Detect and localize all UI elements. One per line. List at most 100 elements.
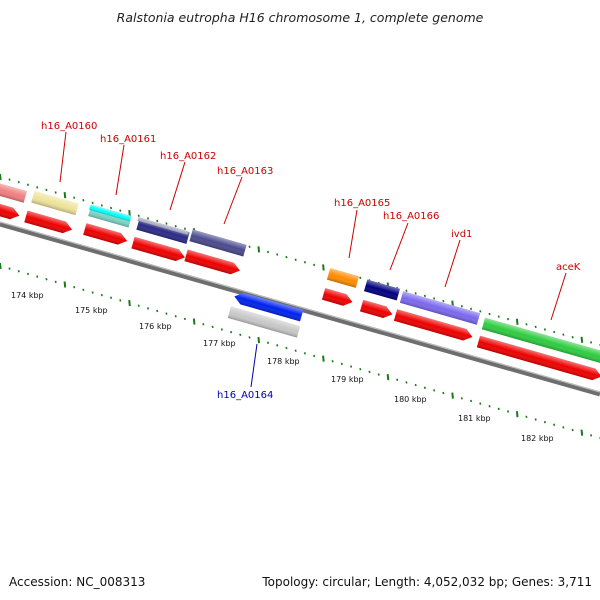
lower-tick: [571, 428, 574, 432]
gene-label-h16-a0164: h16_A0164: [217, 390, 273, 401]
upper-tick: [414, 292, 417, 295]
upper-tick: [276, 253, 279, 256]
upper-tick: [128, 210, 131, 217]
lower-tick: [137, 304, 140, 307]
lower-tick: [553, 423, 556, 426]
lower-tick: [313, 354, 316, 358]
lower-tick: [276, 344, 279, 347]
lower-tick: [257, 336, 261, 344]
gene-label-h16-a0165: h16_A0165: [334, 198, 390, 209]
gene-label-h16-a0160: h16_A0160: [41, 121, 97, 132]
lower-tick: [303, 352, 306, 355]
upper-tick: [285, 255, 288, 259]
upper-tick: [303, 261, 306, 264]
cds-arrow-6: [321, 288, 353, 306]
leader-line-h16-a0161: [115, 144, 125, 196]
lower-tick: [17, 270, 20, 273]
kbp-label-181: 181 kbp: [458, 414, 491, 423]
upper-tick: [26, 183, 30, 186]
lower-tick: [110, 296, 113, 299]
upper-tick: [73, 196, 76, 199]
lower-tick: [497, 407, 500, 411]
lower-tick: [423, 386, 426, 389]
lower-tick: [442, 391, 445, 395]
lower-tick: [91, 291, 94, 294]
lower-tick: [580, 429, 584, 436]
genome-backbone-highlight: [0, 221, 600, 393]
lower-tick: [515, 411, 519, 418]
upper-tick: [17, 180, 20, 184]
lower-tick: [368, 370, 371, 374]
kbp-label-175: 175 kbp: [75, 306, 108, 315]
upper-tick: [54, 191, 57, 194]
upper-tick: [266, 250, 270, 254]
lower-tick: [82, 288, 85, 292]
gene-bar-acek: [481, 317, 600, 365]
leader-line-h16-a0164: [250, 343, 258, 388]
lower-tick: [470, 399, 473, 403]
gene-label-acek: aceK: [556, 262, 581, 273]
accession-text: Accession: NC_008313: [9, 575, 146, 589]
lower-tick: [396, 378, 399, 382]
lower-tick: [202, 322, 205, 326]
lower-tick: [8, 267, 11, 270]
lower-tick: [73, 285, 76, 289]
lower-tick: [248, 336, 251, 339]
lower-tick: [377, 373, 380, 376]
kbp-label-174: 174 kbp: [11, 291, 44, 300]
lower-tick: [405, 381, 408, 384]
upper-tick: [110, 206, 113, 210]
leader-line-h16-a0162: [169, 161, 186, 211]
upper-tick: [183, 227, 186, 230]
lower-tick: [386, 374, 390, 381]
lower-tick: [460, 397, 463, 400]
cds-arrow-8: [393, 309, 473, 341]
upper-tick: [553, 330, 556, 334]
gene-label-h16-a0163: h16_A0163: [217, 166, 273, 177]
lower-tick: [590, 434, 593, 437]
leader-line-h16-a0165: [348, 209, 358, 259]
gene-bar-h16-a0163: [189, 229, 247, 257]
upper-tick: [442, 299, 445, 303]
upper-tick: [460, 305, 463, 308]
upper-tick: [248, 245, 251, 249]
lower-tick: [534, 418, 537, 421]
leader-line-h16-a0160: [59, 131, 67, 183]
cds-arrow-3: [83, 223, 128, 245]
gene-bar-h16-a0160: [31, 190, 79, 216]
lower-tick: [174, 315, 177, 318]
lower-tick: [36, 275, 39, 278]
lower-tick: [562, 426, 565, 429]
lower-tick: [451, 392, 454, 399]
leader-line-acek: [550, 272, 567, 321]
map-title: Ralstonia eutropha H16 chromosome 1, com…: [116, 10, 484, 25]
upper-tick: [571, 336, 574, 339]
upper-tick: [119, 209, 122, 212]
upper-tick: [165, 222, 168, 225]
lower-tick: [165, 312, 168, 315]
lower-tick: [156, 309, 159, 313]
gene-bar-h16-a0164: [234, 292, 304, 322]
kbp-label-176: 176 kbp: [139, 322, 172, 331]
lower-tick: [433, 389, 436, 392]
lower-tick: [322, 355, 325, 362]
cds-arrow-h16-a0164: [227, 306, 301, 338]
upper-tick: [294, 258, 297, 261]
upper-tick: [470, 307, 473, 311]
upper-tick: [313, 263, 316, 267]
gene-bar-h16-a0161-highlight: [89, 204, 131, 222]
cds-arrow-4: [131, 236, 185, 261]
upper-tick: [146, 217, 150, 220]
upper-tick: [63, 191, 67, 199]
upper-tick: [156, 219, 159, 223]
lower-tick: [479, 402, 482, 405]
lower-tick: [63, 281, 67, 288]
gene-bar-h16-a0162: [136, 218, 190, 244]
kbp-label-178: 178 kbp: [267, 357, 300, 366]
upper-tick: [488, 312, 491, 316]
upper-tick: [8, 178, 11, 181]
upper-tick: [405, 289, 408, 292]
upper-tick: [45, 188, 48, 192]
lower-tick: [128, 299, 131, 307]
